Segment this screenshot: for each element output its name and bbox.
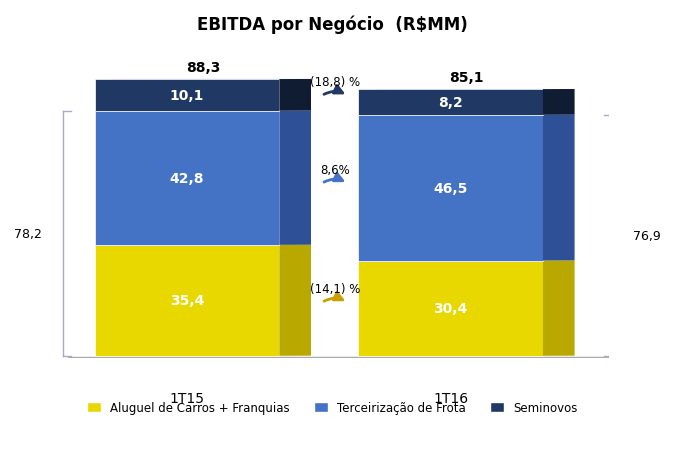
Text: 46,5: 46,5: [433, 181, 468, 195]
Polygon shape: [279, 80, 311, 112]
Text: 30,4: 30,4: [433, 302, 468, 315]
Text: 42,8: 42,8: [170, 171, 204, 185]
Text: (18,8) %: (18,8) %: [309, 76, 360, 89]
Bar: [95, 80, 279, 112]
Text: (14,1) %: (14,1) %: [309, 282, 360, 295]
Bar: [359, 116, 543, 261]
Text: 35,4: 35,4: [170, 294, 204, 308]
Bar: [95, 112, 279, 245]
Text: 76,9: 76,9: [633, 230, 661, 242]
Text: 8,2: 8,2: [438, 96, 463, 110]
Title: EBITDA por Negócio  (R$MM): EBITDA por Negócio (R$MM): [197, 15, 468, 34]
Text: 10,1: 10,1: [170, 89, 204, 103]
Polygon shape: [543, 115, 575, 261]
Polygon shape: [543, 261, 575, 356]
Polygon shape: [279, 245, 311, 356]
Text: 85,1: 85,1: [450, 71, 484, 85]
Bar: [359, 261, 543, 356]
Bar: [95, 245, 279, 356]
Text: 88,3: 88,3: [186, 61, 220, 75]
Legend: Aluguel de Carros + Franquias, Terceirização de Frota, Seminovos: Aluguel de Carros + Franquias, Terceiriz…: [82, 397, 582, 419]
Bar: [359, 90, 543, 116]
Text: 8,6%: 8,6%: [320, 163, 350, 176]
Polygon shape: [543, 90, 575, 116]
Text: 78,2: 78,2: [14, 227, 42, 240]
Polygon shape: [279, 112, 311, 245]
